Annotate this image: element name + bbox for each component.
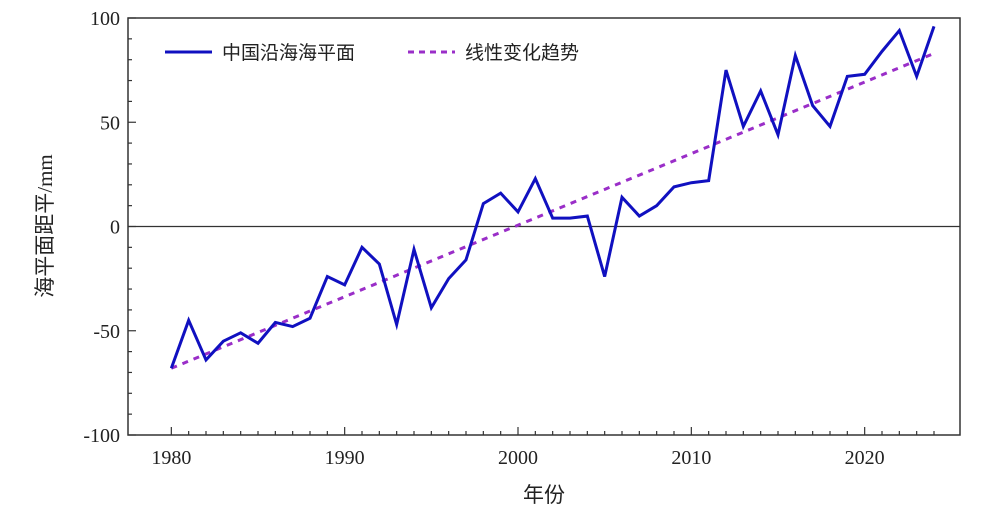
y-axis-label: 海平面距平/mm bbox=[33, 154, 57, 298]
legend-label-sea-level: 中国沿海海平面 bbox=[222, 42, 355, 64]
y-tick-label: -100 bbox=[83, 425, 120, 447]
x-tick-label: 1980 bbox=[151, 447, 191, 469]
y-tick-label: -50 bbox=[93, 321, 120, 343]
y-tick-label: 100 bbox=[90, 8, 120, 30]
y-tick-label: 50 bbox=[100, 112, 120, 134]
y-tick-label: 0 bbox=[110, 217, 120, 239]
x-tick-label: 2000 bbox=[498, 447, 538, 469]
x-tick-label: 2010 bbox=[671, 447, 711, 469]
trend-line bbox=[171, 53, 934, 368]
x-axis-label: 年份 bbox=[523, 483, 565, 507]
sea-level-line bbox=[171, 26, 934, 368]
axes: -100 -50 0 50 100 1980 1990 2000 2010 2020 bbox=[83, 8, 960, 469]
marks bbox=[171, 26, 934, 368]
x-tick-label: 2020 bbox=[845, 447, 885, 469]
legend-label-trend: 线性变化趋势 bbox=[465, 42, 579, 64]
x-tick-label: 1990 bbox=[325, 447, 365, 469]
legend: 中国沿海海平面 线性变化趋势 bbox=[165, 42, 579, 64]
